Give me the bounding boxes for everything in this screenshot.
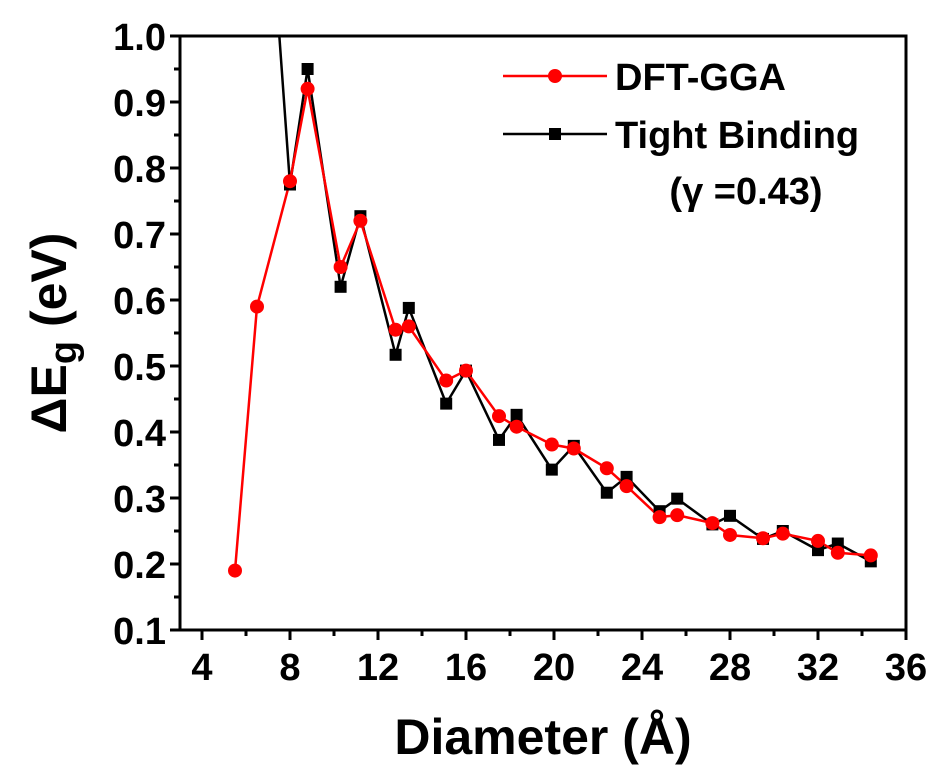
y-tick-label: 0.5: [113, 347, 166, 389]
data-point-circle: [670, 508, 685, 523]
data-point-circle: [401, 319, 416, 334]
data-point-circle: [619, 479, 634, 494]
data-point-circle: [705, 516, 720, 531]
data-point-circle: [228, 563, 242, 578]
data-point-circle: [756, 531, 770, 546]
x-tick-label: 16: [445, 647, 487, 689]
x-axis-title: Diameter (Å): [394, 709, 691, 765]
x-tick-label: 12: [357, 647, 399, 689]
legend-note: (γ =0.43): [669, 171, 822, 213]
data-point-square: [510, 408, 523, 421]
legend-label: DFT-GGA: [615, 57, 786, 99]
x-tick-label: 32: [797, 647, 839, 689]
data-point-circle: [830, 545, 845, 560]
data-point-square: [600, 486, 613, 499]
data-point-square: [545, 463, 558, 476]
data-point-square: [671, 492, 684, 505]
data-point-circle: [652, 510, 667, 525]
data-point-circle: [333, 260, 348, 274]
data-point-circle: [723, 527, 737, 542]
y-tick-label: 0.2: [113, 545, 166, 587]
legend-marker-circle: [548, 69, 562, 83]
data-point-square: [334, 280, 347, 293]
data-point-circle: [509, 419, 524, 434]
y-tick-label: 0.4: [113, 413, 166, 455]
data-point-circle: [283, 174, 297, 189]
data-point-circle: [439, 373, 454, 388]
x-tick-label: 36: [885, 647, 927, 689]
y-axis-ticks: 0.1 0.2 0.3 0.4 0.5 0.6 0.7 0.8 0.9 1.0: [113, 17, 180, 653]
data-point-circle: [250, 299, 264, 314]
data-point-circle: [544, 437, 559, 452]
x-tick-label: 28: [709, 647, 751, 689]
series-layer: [228, 36, 878, 578]
x-tick-label: 8: [279, 647, 300, 689]
series-line-0: [233, 88, 871, 571]
y-axis-title-subscript: g: [43, 341, 85, 364]
data-point-square: [724, 509, 736, 522]
data-point-square: [493, 433, 505, 446]
y-tick-label: 1.0: [113, 17, 166, 59]
data-point-square: [402, 301, 415, 314]
data-point-circle: [353, 213, 368, 228]
y-axis-title-suffix: (eV): [21, 233, 77, 341]
data-point-circle: [863, 548, 878, 563]
data-point-circle: [459, 363, 473, 378]
data-point-circle: [599, 461, 614, 476]
y-tick-label: 0.1: [113, 611, 166, 653]
data-point-square: [301, 63, 314, 75]
legend-marker-square: [549, 128, 561, 140]
legend: DFT-GGA Tight Binding (γ =0.43): [503, 57, 859, 213]
y-tick-label: 0.6: [113, 281, 166, 323]
data-point-circle: [388, 322, 403, 337]
x-tick-label: 4: [191, 647, 212, 689]
data-point-circle: [566, 441, 581, 456]
x-tick-label: 24: [621, 647, 663, 689]
data-point-circle: [492, 409, 506, 424]
x-tick-label: 20: [533, 647, 575, 689]
data-point-circle: [811, 533, 825, 548]
data-point-square: [440, 397, 453, 410]
x-axis-ticks: 4 8 12 16 20 24 28 32 36: [191, 630, 927, 689]
y-tick-label: 0.9: [113, 83, 166, 125]
data-point-circle: [300, 81, 315, 96]
data-point-circle: [775, 526, 790, 541]
y-tick-label: 0.8: [113, 149, 166, 191]
data-point-square: [389, 348, 402, 361]
y-axis-title-prefix: ΔE: [21, 364, 77, 433]
legend-label: Tight Binding: [615, 115, 859, 157]
y-tick-label: 0.3: [113, 479, 166, 521]
y-axis-title: ΔEg (eV): [21, 233, 85, 434]
y-tick-label: 0.7: [113, 215, 166, 257]
